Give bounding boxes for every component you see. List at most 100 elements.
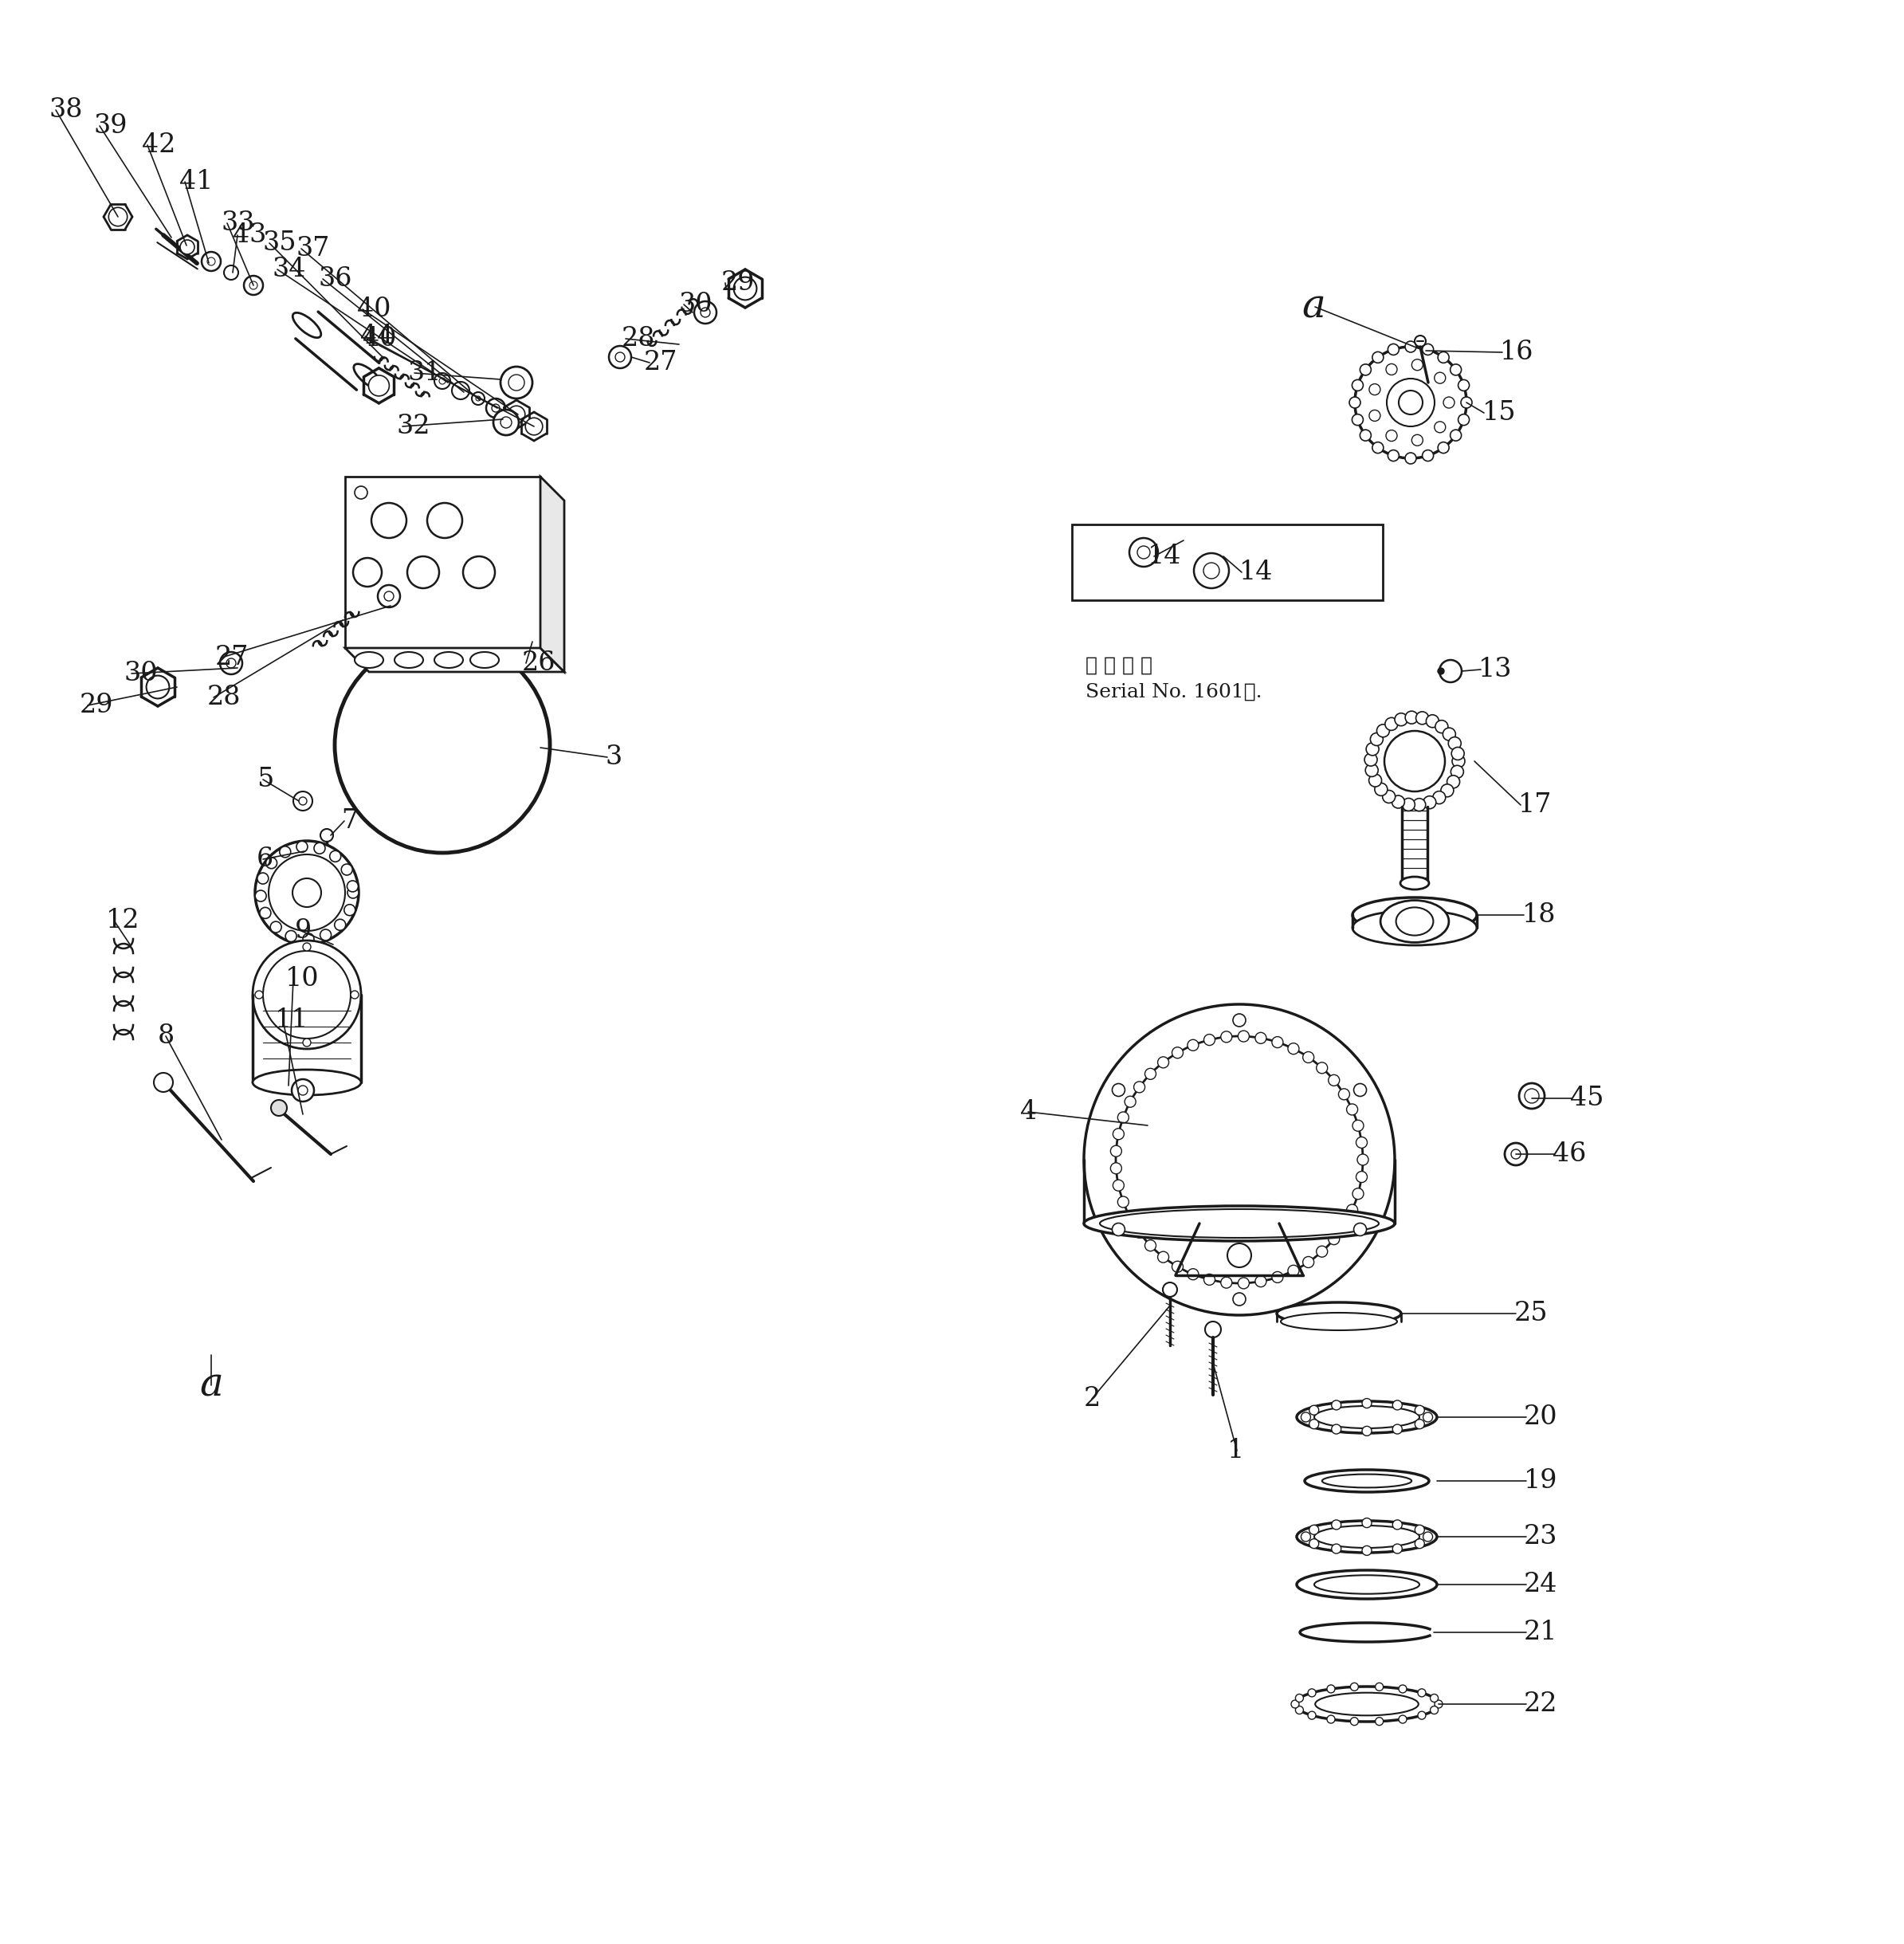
Ellipse shape: [470, 651, 499, 669]
Circle shape: [1133, 1081, 1144, 1093]
Circle shape: [1302, 1052, 1314, 1063]
Circle shape: [1392, 1520, 1401, 1530]
Circle shape: [1424, 795, 1436, 809]
Circle shape: [1116, 1036, 1363, 1283]
Circle shape: [1415, 336, 1426, 346]
Circle shape: [303, 1038, 310, 1046]
Text: 30: 30: [124, 661, 158, 686]
Circle shape: [1451, 766, 1464, 778]
Circle shape: [320, 929, 331, 941]
Circle shape: [1352, 1188, 1363, 1199]
Ellipse shape: [1304, 1470, 1430, 1493]
Text: 34: 34: [272, 257, 307, 282]
Text: a: a: [200, 1365, 223, 1406]
Circle shape: [1361, 1545, 1371, 1555]
Circle shape: [1173, 1048, 1182, 1058]
Circle shape: [314, 842, 326, 853]
Circle shape: [1441, 783, 1453, 797]
Text: 21: 21: [1523, 1619, 1557, 1645]
Circle shape: [1083, 1005, 1396, 1316]
Circle shape: [202, 253, 221, 270]
Text: 17: 17: [1517, 793, 1552, 818]
Circle shape: [1451, 430, 1462, 441]
Circle shape: [225, 266, 238, 280]
Circle shape: [347, 881, 358, 892]
Circle shape: [733, 278, 756, 299]
Circle shape: [1114, 1128, 1123, 1139]
Bar: [1072, 525, 1382, 601]
Circle shape: [297, 842, 308, 851]
Circle shape: [1369, 410, 1380, 422]
Text: 24: 24: [1523, 1573, 1557, 1598]
Circle shape: [501, 367, 533, 399]
Circle shape: [335, 920, 347, 931]
Text: 6: 6: [257, 846, 274, 873]
Text: 4: 4: [1021, 1098, 1038, 1126]
Text: 44: 44: [360, 323, 394, 350]
Circle shape: [1331, 1400, 1340, 1409]
Circle shape: [1255, 1275, 1266, 1287]
Circle shape: [1203, 562, 1219, 579]
Text: 2: 2: [1083, 1386, 1101, 1411]
Text: 38: 38: [50, 97, 84, 122]
Circle shape: [1220, 1030, 1232, 1042]
Circle shape: [267, 857, 276, 869]
Circle shape: [1375, 1717, 1384, 1726]
Ellipse shape: [354, 364, 383, 389]
Circle shape: [1405, 340, 1417, 352]
Ellipse shape: [1380, 900, 1449, 943]
Circle shape: [257, 873, 268, 885]
Circle shape: [280, 846, 291, 857]
Circle shape: [1295, 1693, 1304, 1703]
Circle shape: [1287, 1266, 1299, 1277]
Circle shape: [1144, 1069, 1156, 1079]
Circle shape: [1110, 1145, 1121, 1157]
Circle shape: [1373, 441, 1384, 453]
Text: 9: 9: [295, 918, 312, 943]
Circle shape: [320, 828, 333, 842]
Circle shape: [1329, 1234, 1340, 1244]
Text: 45: 45: [1571, 1085, 1603, 1112]
Circle shape: [354, 486, 367, 500]
Circle shape: [1392, 1544, 1401, 1553]
Circle shape: [1287, 1044, 1299, 1054]
Circle shape: [221, 651, 242, 675]
Ellipse shape: [1399, 877, 1430, 890]
Text: 16: 16: [1500, 340, 1535, 365]
Circle shape: [1137, 546, 1150, 558]
Bar: [345, 476, 541, 647]
Circle shape: [1310, 1406, 1319, 1415]
Circle shape: [1371, 717, 1458, 805]
Circle shape: [1361, 1518, 1371, 1528]
Circle shape: [299, 1085, 308, 1094]
Ellipse shape: [394, 651, 423, 669]
Circle shape: [407, 556, 440, 589]
Circle shape: [1384, 731, 1445, 791]
Circle shape: [1308, 1689, 1316, 1697]
Circle shape: [486, 399, 505, 418]
Circle shape: [1163, 1283, 1177, 1297]
Circle shape: [1316, 1246, 1327, 1258]
Text: 33: 33: [221, 210, 255, 235]
Circle shape: [1422, 344, 1434, 356]
Circle shape: [1415, 1540, 1424, 1549]
Circle shape: [1392, 795, 1405, 809]
Circle shape: [1386, 379, 1434, 426]
Circle shape: [1308, 1711, 1316, 1718]
Text: 46: 46: [1552, 1141, 1586, 1166]
Circle shape: [369, 375, 388, 397]
Circle shape: [1361, 1398, 1371, 1407]
Circle shape: [1399, 391, 1422, 414]
Circle shape: [493, 410, 518, 435]
Circle shape: [1356, 346, 1466, 459]
Circle shape: [263, 951, 350, 1038]
Circle shape: [609, 346, 632, 367]
Circle shape: [286, 931, 297, 941]
Circle shape: [434, 373, 451, 389]
Circle shape: [1144, 1240, 1156, 1252]
Text: 42: 42: [143, 132, 175, 157]
Text: 31: 31: [407, 360, 442, 385]
Circle shape: [472, 393, 484, 404]
Text: 29: 29: [80, 692, 114, 717]
Circle shape: [1188, 1040, 1200, 1052]
